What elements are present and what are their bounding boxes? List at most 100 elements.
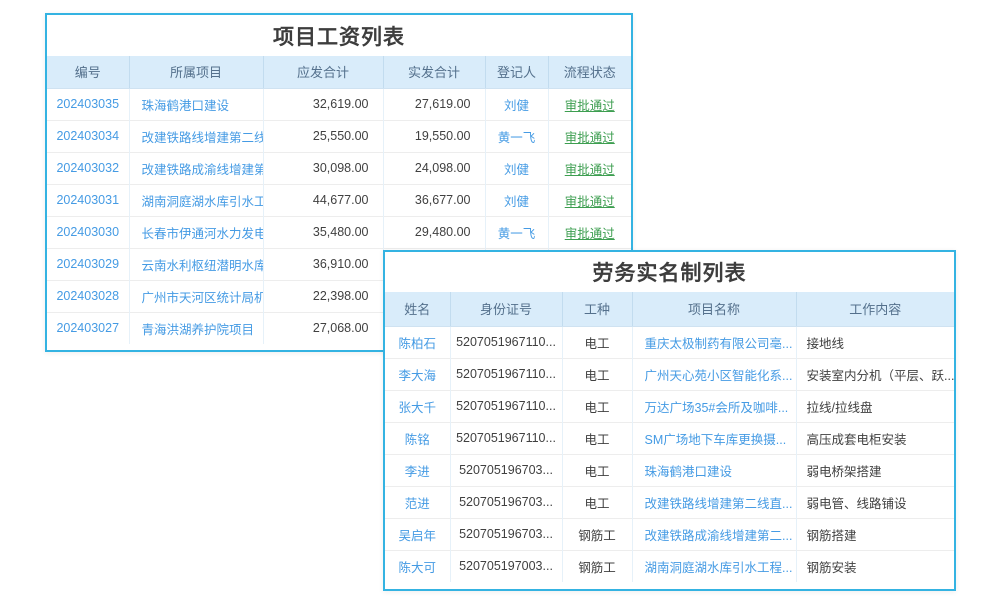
salary-row-payable: 35,480.00 <box>263 215 384 248</box>
column-header-worktype: 工种 <box>562 292 633 327</box>
labor-row-name-link[interactable]: 吴启年 <box>385 517 451 550</box>
salary-row-payable: 30,098.00 <box>263 151 384 184</box>
column-header-registrant: 登记人 <box>485 56 549 89</box>
salary-table-header-row: 编号 所属项目 应发合计 实发合计 登记人 流程状态 <box>47 56 631 89</box>
labor-row-idcard: 5207051967110... <box>450 389 563 422</box>
labor-row-content: 弱电桥架搭建 <box>796 453 954 486</box>
table-row: 张大千 5207051967110... 电工 万达广场35#会所及咖啡... 拉线/拉… <box>385 389 954 422</box>
salary-row-project-link[interactable]: 青海洪湖养护院项目 <box>129 311 264 344</box>
salary-row-id-link[interactable]: 202403027 <box>47 311 130 344</box>
column-header-content: 工作内容 <box>796 292 954 327</box>
labor-row-worktype: 电工 <box>562 421 633 454</box>
labor-row-content: 安装室内分机（平层、跃... <box>796 357 954 390</box>
salary-row-project-link[interactable]: 改建铁路成渝线增建第... <box>129 151 264 184</box>
labor-row-name-link[interactable]: 张大千 <box>385 389 451 422</box>
salary-row-status-link[interactable]: 审批通过 <box>548 119 631 152</box>
labor-table-header-row: 姓名 身份证号 工种 项目名称 工作内容 <box>385 292 954 327</box>
salary-row-id-link[interactable]: 202403030 <box>47 215 130 248</box>
salary-row-project-link[interactable]: 长春市伊通河水力发电... <box>129 215 264 248</box>
salary-row-status-link[interactable]: 审批通过 <box>548 151 631 184</box>
labor-row-project-link[interactable]: 湖南洞庭湖水库引水工程... <box>632 549 797 582</box>
labor-row-idcard: 520705197003... <box>450 549 563 582</box>
labor-row-worktype: 钢筋工 <box>562 549 633 582</box>
labor-row-project-link[interactable]: 改建铁路线增建第二线直... <box>632 485 797 518</box>
salary-row-project-link[interactable]: 云南水利枢纽潜明水库... <box>129 247 264 280</box>
labor-row-content: 钢筋搭建 <box>796 517 954 550</box>
labor-row-name-link[interactable]: 李大海 <box>385 357 451 390</box>
table-row: 202403030长春市伊通河水力发电...35,480.0029,480.00… <box>47 215 631 248</box>
salary-row-id-link[interactable]: 202403029 <box>47 247 130 280</box>
salary-row-id-link[interactable]: 202403035 <box>47 88 130 120</box>
salary-row-project-link[interactable]: 珠海鹤港口建设 <box>129 88 264 120</box>
salary-row-project-link[interactable]: 广州市天河区统计局机... <box>129 279 264 312</box>
table-row: 陈大可 520705197003... 钢筋工 湖南洞庭湖水库引水工程... 钢筋安装 <box>385 549 954 582</box>
column-header-idcard: 身份证号 <box>450 292 563 327</box>
column-header-payable: 应发合计 <box>263 56 384 89</box>
salary-row-registrant-link[interactable]: 刘健 <box>485 183 549 216</box>
labor-table: 姓名 身份证号 工种 项目名称 工作内容 陈柏石 5207051967110...… <box>385 292 954 582</box>
column-header-project: 项目名称 <box>632 292 797 327</box>
table-row: 202403034改建铁路线增建第二线...25,550.0019,550.00… <box>47 119 631 152</box>
labor-row-idcard: 520705196703... <box>450 517 563 550</box>
labor-row-project-link[interactable]: SM广场地下车库更换摄... <box>632 421 797 454</box>
salary-row-status-link[interactable]: 审批通过 <box>548 183 631 216</box>
salary-row-registrant-link[interactable]: 黄一飞 <box>485 215 549 248</box>
salary-row-payable: 25,550.00 <box>263 119 384 152</box>
labor-row-idcard: 5207051967110... <box>450 326 563 358</box>
salary-row-project-link[interactable]: 改建铁路线增建第二线... <box>129 119 264 152</box>
labor-list-title: 劳务实名制列表 <box>592 262 747 285</box>
salary-row-registrant-link[interactable]: 黄一飞 <box>485 119 549 152</box>
salary-row-paid: 19,550.00 <box>383 119 486 152</box>
labor-row-content: 弱电管、线路铺设 <box>796 485 954 518</box>
table-row: 陈柏石 5207051967110... 电工 重庆太极制药有限公司亳... 接地线 <box>385 326 954 358</box>
salary-row-paid: 29,480.00 <box>383 215 486 248</box>
salary-row-paid: 24,098.00 <box>383 151 486 184</box>
salary-row-paid: 27,619.00 <box>383 88 486 120</box>
labor-row-project-link[interactable]: 珠海鹤港口建设 <box>632 453 797 486</box>
salary-list-title: 项目工资列表 <box>273 25 405 49</box>
salary-row-payable: 32,619.00 <box>263 88 384 120</box>
table-row: 范进 520705196703... 电工 改建铁路线增建第二线直... 弱电管、线路铺… <box>385 485 954 518</box>
labor-row-project-link[interactable]: 广州天心苑小区智能化系... <box>632 357 797 390</box>
labor-row-content: 钢筋安装 <box>796 549 954 582</box>
salary-row-id-link[interactable]: 202403031 <box>47 183 130 216</box>
labor-row-name-link[interactable]: 范进 <box>385 485 451 518</box>
labor-row-name-link[interactable]: 陈铭 <box>385 421 451 454</box>
labor-row-idcard: 5207051967110... <box>450 357 563 390</box>
labor-row-content: 高压成套电柜安装 <box>796 421 954 454</box>
salary-row-id-link[interactable]: 202403028 <box>47 279 130 312</box>
salary-row-status-link[interactable]: 审批通过 <box>548 215 631 248</box>
labor-row-name-link[interactable]: 陈大可 <box>385 549 451 582</box>
salary-row-id-link[interactable]: 202403032 <box>47 151 130 184</box>
labor-row-content: 接地线 <box>806 336 845 351</box>
salary-row-id-link[interactable]: 202403034 <box>47 119 130 152</box>
labor-row-worktype: 电工 <box>562 485 633 518</box>
labor-list-panel: 劳务实名制列表 姓名 身份证号 工种 项目名称 工作内容 陈柏石 52070519… <box>383 250 956 591</box>
labor-row-content: 拉线/拉线盘 <box>796 389 954 422</box>
salary-row-payable: 22,398.00 <box>263 279 384 312</box>
labor-row-worktype: 电工 <box>562 326 633 358</box>
labor-row-project-link[interactable]: 改建铁路成渝线增建第二... <box>632 517 797 550</box>
table-row: 李大海 5207051967110... 电工 广州天心苑小区智能化系... 安装室内分… <box>385 357 954 390</box>
salary-row-status-link[interactable]: 审批通过 <box>564 98 615 113</box>
column-header-id: 编号 <box>47 56 130 89</box>
salary-row-payable: 44,677.00 <box>263 183 384 216</box>
salary-row-payable: 36,910.00 <box>263 247 384 280</box>
salary-row-payable: 27,068.00 <box>263 311 384 344</box>
labor-row-worktype: 电工 <box>562 389 633 422</box>
labor-row-worktype: 电工 <box>562 453 633 486</box>
salary-row-project-link[interactable]: 湖南洞庭湖水库引水工... <box>129 183 264 216</box>
labor-row-worktype: 钢筋工 <box>562 517 633 550</box>
column-header-project: 所属项目 <box>129 56 264 89</box>
salary-row-registrant-link[interactable]: 刘健 <box>485 151 549 184</box>
labor-row-project-link[interactable]: 重庆太极制药有限公司亳... <box>632 326 797 358</box>
labor-row-project-link[interactable]: 万达广场35#会所及咖啡... <box>632 389 797 422</box>
column-header-paid: 实发合计 <box>383 56 486 89</box>
labor-row-name-link[interactable]: 李进 <box>385 453 451 486</box>
salary-row-registrant-link[interactable]: 刘健 <box>485 88 549 120</box>
labor-row-name-link[interactable]: 陈柏石 <box>385 326 451 358</box>
labor-row-idcard: 5207051967110... <box>450 421 563 454</box>
labor-row-worktype: 电工 <box>562 357 633 390</box>
table-row: 202403031湖南洞庭湖水库引水工...44,677.0036,677.00… <box>47 183 631 216</box>
